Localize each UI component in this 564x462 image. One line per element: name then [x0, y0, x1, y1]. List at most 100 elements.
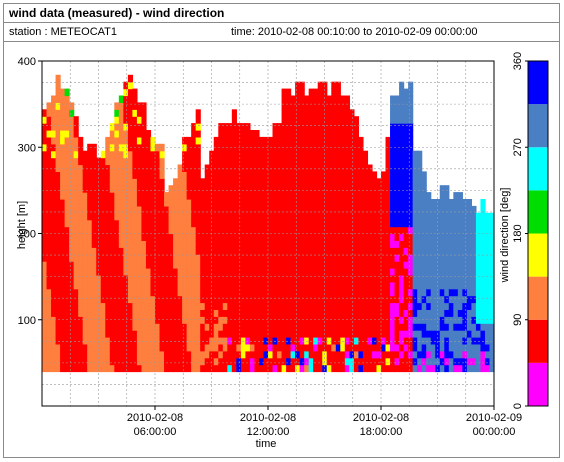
heatmap-cell	[408, 268, 414, 276]
heatmap-cell	[114, 330, 120, 338]
heatmap-cell	[127, 81, 133, 90]
heatmap-cell	[209, 247, 215, 255]
heatmap-cell	[136, 281, 143, 290]
heatmap-cell	[335, 323, 341, 331]
heatmap-cell	[245, 302, 251, 310]
heatmap-cell	[136, 350, 143, 359]
heatmap-cell	[263, 171, 269, 179]
heatmap-cell	[209, 171, 215, 179]
heatmap-cell	[87, 268, 93, 276]
heatmap-cell	[60, 261, 66, 269]
heatmap-cell	[299, 109, 305, 117]
heatmap-cell	[168, 185, 174, 193]
heatmap-cell	[60, 136, 66, 145]
heatmap-cell	[245, 219, 251, 228]
heatmap-cell	[344, 288, 350, 297]
heatmap-cell	[82, 288, 88, 297]
heatmap-cell	[64, 281, 70, 290]
heatmap-cell	[159, 150, 165, 159]
heatmap-cell	[42, 219, 48, 228]
heatmap-cell	[340, 357, 346, 366]
heatmap-cell	[295, 302, 301, 310]
heatmap-cell	[123, 343, 129, 352]
heatmap-cell	[457, 254, 463, 262]
heatmap-cell	[114, 116, 120, 124]
heatmap-cell	[295, 88, 301, 97]
heatmap-cell	[308, 102, 314, 110]
heatmap-cell	[277, 178, 283, 186]
heatmap-cell	[222, 316, 228, 324]
heatmap-cell	[381, 330, 387, 338]
heatmap-cell	[177, 185, 183, 193]
heatmap-cell	[304, 302, 310, 310]
heatmap-cell	[55, 171, 61, 179]
heatmap-cell	[222, 233, 228, 241]
heatmap-cell	[222, 364, 228, 373]
heatmap-cell	[390, 350, 396, 359]
heatmap-cell	[141, 357, 147, 366]
heatmap-cell	[55, 102, 61, 110]
heatmap-cell	[82, 281, 88, 290]
heatmap-cell	[96, 337, 102, 345]
heatmap-cell	[408, 247, 414, 255]
heatmap-cell	[213, 268, 219, 276]
heatmap-cell	[240, 192, 246, 200]
heatmap-cell	[353, 364, 359, 373]
heatmap-cell	[308, 323, 314, 331]
heatmap-cell	[42, 178, 48, 186]
heatmap-cell	[209, 164, 215, 172]
heatmap-cell	[353, 171, 359, 179]
heatmap-cell	[164, 274, 170, 283]
heatmap-cell	[186, 150, 192, 159]
heatmap-cell	[466, 309, 472, 317]
heatmap-cell	[457, 364, 463, 373]
heatmap-cell	[200, 240, 206, 248]
heatmap-cell	[222, 350, 228, 359]
heatmap-cell	[55, 254, 61, 262]
heatmap-cell	[317, 309, 323, 317]
heatmap-cell	[159, 212, 165, 221]
heatmap-cell	[457, 219, 463, 228]
heatmap-cell	[227, 199, 233, 207]
heatmap-cell	[471, 295, 477, 304]
heatmap-cell	[109, 219, 115, 228]
heatmap-cell	[100, 150, 106, 159]
heatmap-cell	[254, 261, 260, 269]
heatmap-cell	[322, 88, 328, 97]
heatmap-cell	[145, 233, 152, 241]
heatmap-cell	[73, 330, 79, 338]
heatmap-cell	[403, 261, 409, 269]
heatmap-cell	[376, 233, 382, 241]
heatmap-cell	[317, 226, 323, 235]
heatmap-cell	[430, 309, 436, 317]
heatmap-cell	[127, 157, 133, 166]
colorbar-segment	[528, 319, 548, 363]
x-axis-label: time	[256, 438, 277, 450]
heatmap-cell	[78, 157, 84, 166]
heatmap-cell	[191, 199, 197, 207]
heatmap-cell	[313, 192, 319, 200]
heatmap-cell	[132, 192, 138, 200]
heatmap-cell	[173, 357, 179, 366]
heatmap-cell	[78, 295, 84, 304]
heatmap-cell	[195, 323, 201, 331]
heatmap-cell	[231, 254, 237, 262]
heatmap-cell	[168, 268, 174, 276]
heatmap-cell	[304, 157, 310, 166]
heatmap-cell	[290, 150, 296, 159]
heatmap-cell	[376, 288, 382, 297]
heatmap-cell	[426, 226, 432, 235]
heatmap-cell	[448, 254, 454, 262]
heatmap-cell	[304, 123, 310, 131]
heatmap-cell	[200, 205, 206, 214]
heatmap-cell	[236, 350, 242, 359]
heatmap-cell	[82, 212, 88, 221]
heatmap-cell	[480, 199, 486, 207]
heatmap-cell	[335, 226, 341, 235]
heatmap-cell	[331, 171, 337, 179]
heatmap-cell	[87, 274, 93, 283]
heatmap-cell	[236, 268, 242, 276]
heatmap-cell	[164, 343, 170, 352]
x-tick-label-time: 18:00:00	[360, 426, 403, 438]
heatmap-cell	[69, 240, 75, 248]
